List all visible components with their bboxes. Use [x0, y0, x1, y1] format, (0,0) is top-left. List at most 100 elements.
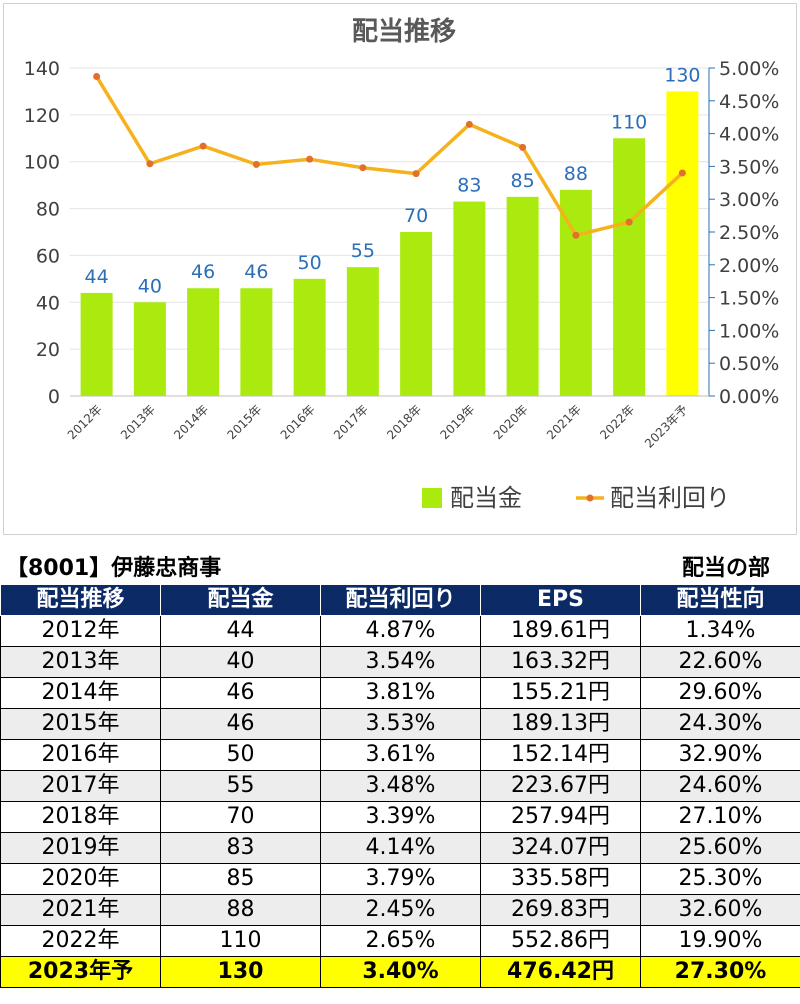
legend-marker-yield [586, 494, 594, 502]
eps-cell: 189.13円 [480, 708, 641, 740]
legend: 配当金 配当利回り [422, 484, 730, 512]
yield-point [678, 169, 686, 177]
col-header-year: 配当推移 [0, 584, 161, 616]
year-cell: 2015年 [0, 708, 161, 740]
table-row: 2018年 70 3.39% 257.94円 27.10% [0, 801, 800, 833]
x-tick-label: 2022年 [597, 402, 637, 442]
table-row: 2022年 110 2.65% 552.86円 19.90% [0, 925, 800, 957]
table-row: 2019年 83 4.14% 324.07円 25.60% [0, 832, 800, 864]
x-tick-label: 2018年 [384, 402, 424, 442]
yield-cell: 3.53% [320, 708, 481, 740]
bar-data-label: 44 [85, 266, 109, 288]
yield-point [199, 142, 207, 150]
dividend-cell: 88 [160, 894, 321, 926]
yield-point [572, 231, 580, 239]
y-left-tick-label: 80 [36, 199, 60, 221]
x-tick-label: 2013年 [118, 402, 158, 442]
yield-point [146, 160, 154, 168]
y-right-tick-label: 4.00% [719, 124, 779, 146]
payout-cell: 19.90% [640, 925, 800, 957]
bar [240, 288, 273, 396]
y-left-tick-label: 100 [24, 152, 60, 174]
yield-point [625, 218, 633, 226]
table-row: 2023年予 130 3.40% 476.42円 27.30% [0, 956, 800, 988]
table-row: 2015年 46 3.53% 189.13円 24.30% [0, 708, 800, 740]
table-row: 2017年 55 3.48% 223.67円 24.60% [0, 770, 800, 802]
bar [453, 201, 486, 396]
x-tick-label: 2019年 [438, 402, 478, 442]
x-tick-label: 2023年予 [642, 402, 690, 450]
y-left-tick-label: 60 [36, 245, 60, 267]
yield-line [95, 75, 684, 238]
eps-cell: 552.86円 [480, 925, 641, 957]
eps-cell: 223.67円 [480, 770, 641, 802]
payout-cell: 22.60% [640, 646, 800, 678]
eps-cell: 189.61円 [480, 615, 641, 647]
bar-data-label: 46 [191, 261, 215, 283]
dividend-cell: 110 [160, 925, 321, 957]
eps-cell: 335.58円 [480, 863, 641, 895]
payout-cell: 1.34% [640, 615, 800, 647]
eps-cell: 257.94円 [480, 801, 641, 833]
bar-data-label: 50 [298, 252, 322, 274]
yield-cell: 3.39% [320, 801, 481, 833]
bar [80, 292, 113, 396]
dividend-cell: 70 [160, 801, 321, 833]
bar-data-label: 130 [664, 64, 700, 86]
dividend-chart: 配当推移 44 40 46 46 50 55 70 83 85 88 110 130 0 20 40 60 8… [24, 17, 780, 512]
yield-point [359, 164, 367, 172]
bar [346, 267, 379, 396]
yield-cell: 4.87% [320, 615, 481, 647]
bar-data-label: 46 [244, 261, 268, 283]
yield-cell: 3.79% [320, 863, 481, 895]
yield-line-series [93, 73, 686, 239]
x-tick-label: 2012年 [65, 402, 105, 442]
x-tick-label: 2017年 [331, 402, 371, 442]
dividend-cell: 85 [160, 863, 321, 895]
y-left-tick-label: 0 [48, 386, 60, 408]
y-right-tick-label: 5.00% [719, 58, 779, 80]
col-header-yield: 配当利回り [320, 584, 481, 616]
data-labels: 44 40 46 46 50 55 70 83 85 88 110 130 [85, 64, 701, 297]
year-cell: 2017年 [0, 770, 161, 802]
eps-cell: 155.21円 [480, 677, 641, 709]
dividend-cell: 40 [160, 646, 321, 678]
yield-cell: 2.65% [320, 925, 481, 957]
yield-cell: 3.61% [320, 739, 481, 771]
bar-data-label: 110 [611, 111, 647, 133]
payout-cell: 27.10% [640, 801, 800, 833]
payout-cell: 32.90% [640, 739, 800, 771]
bar-data-label: 40 [138, 275, 162, 297]
bar-series [80, 91, 699, 397]
yield-point [252, 160, 260, 168]
year-cell: 2014年 [0, 677, 161, 709]
legend-label-dividend: 配当金 [450, 484, 522, 512]
year-cell: 2021年 [0, 894, 161, 926]
y-right-tick-label: 2.00% [719, 255, 779, 277]
legend-swatch-dividend [422, 488, 442, 508]
yield-cell: 2.45% [320, 894, 481, 926]
y-left-tick-label: 20 [36, 339, 60, 361]
yield-cell: 3.81% [320, 677, 481, 709]
eps-cell: 476.42円 [480, 956, 641, 988]
table-row: 2020年 85 3.79% 335.58円 25.30% [0, 863, 800, 895]
yield-cell: 3.48% [320, 770, 481, 802]
yield-cell: 3.40% [320, 956, 481, 988]
dividend-cell: 83 [160, 832, 321, 864]
section-label: 配当の部 [681, 556, 770, 581]
bar-data-label: 88 [564, 163, 588, 185]
table-header: 配当推移 配当金 配当利回り EPS 配当性向 [0, 584, 800, 616]
legend-label-yield: 配当利回り [610, 484, 730, 512]
year-cell: 2020年 [0, 863, 161, 895]
year-cell: 2023年予 [0, 956, 161, 988]
x-tick-label: 2014年 [171, 402, 211, 442]
year-cell: 2013年 [0, 646, 161, 678]
y-right-tick-label: 1.50% [719, 288, 779, 310]
yield-cell: 3.54% [320, 646, 481, 678]
yield-point [412, 170, 420, 178]
table-row: 2013年 40 3.54% 163.32円 22.60% [0, 646, 800, 678]
table-row: 2012年 44 4.87% 189.61円 1.34% [0, 615, 800, 647]
yield-point [93, 73, 101, 81]
col-header-payout: 配当性向 [640, 584, 800, 616]
eps-cell: 269.83円 [480, 894, 641, 926]
